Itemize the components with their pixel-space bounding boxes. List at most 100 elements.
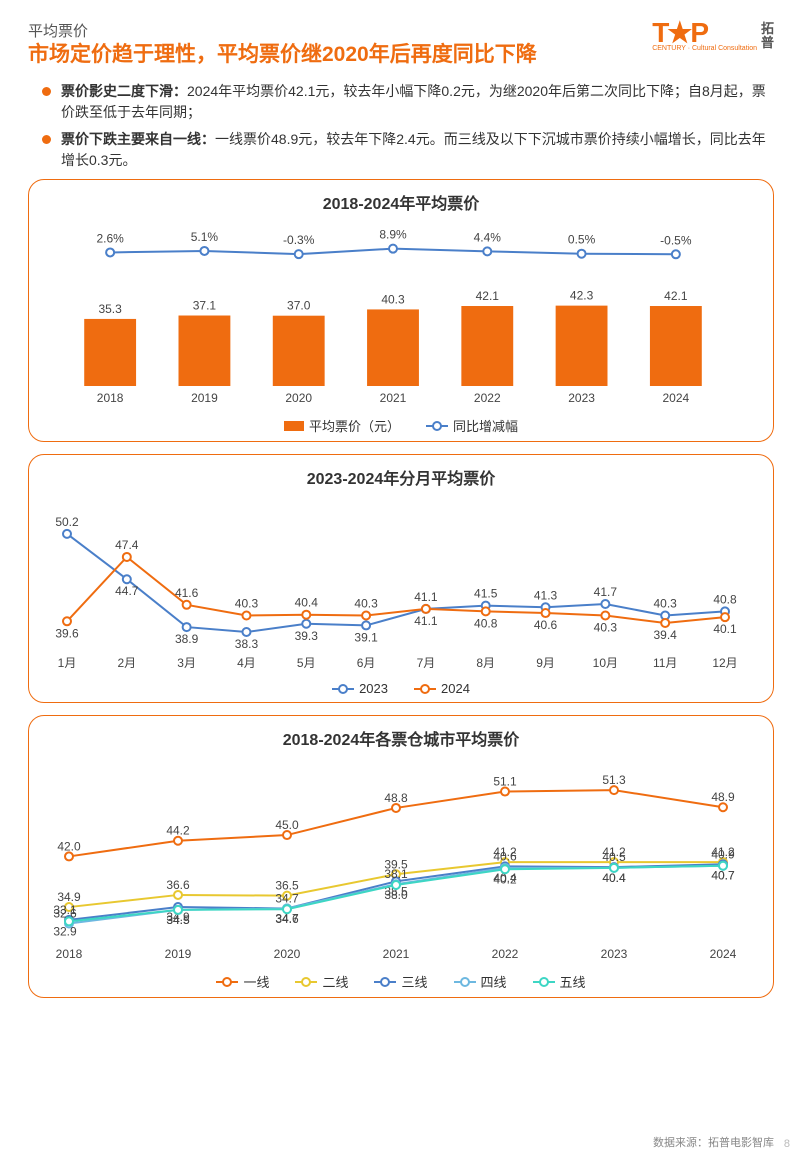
svg-text:47.4: 47.4 xyxy=(115,538,139,552)
chart3-title: 2018-2024年各票仓城市平均票价 xyxy=(43,726,759,750)
svg-text:44.2: 44.2 xyxy=(166,824,190,838)
svg-text:11月: 11月 xyxy=(653,656,677,670)
svg-text:2021: 2021 xyxy=(380,391,407,405)
legend-swatch-icon xyxy=(533,981,555,983)
legend-line: 同比增减幅 xyxy=(426,416,518,435)
svg-text:41.6: 41.6 xyxy=(175,586,199,600)
bullet-1: 票价影史二度下滑：2024年平均票价42.1元，较去年小幅下降0.2元，为继20… xyxy=(42,81,774,123)
svg-text:42.3: 42.3 xyxy=(570,289,594,303)
svg-text:38.9: 38.9 xyxy=(175,632,199,646)
legend-swatch-icon xyxy=(332,688,354,690)
svg-text:2020: 2020 xyxy=(285,391,312,405)
svg-text:12月: 12月 xyxy=(712,656,737,670)
svg-text:2018: 2018 xyxy=(97,391,124,405)
svg-text:40.8: 40.8 xyxy=(474,617,498,631)
legend-swatch-icon xyxy=(295,981,317,983)
svg-text:40.5: 40.5 xyxy=(602,850,626,864)
svg-text:39.4: 39.4 xyxy=(654,628,678,642)
svg-text:48.9: 48.9 xyxy=(711,791,735,805)
chart1-panel: 2018-2024年平均票价 35.3201837.1201937.020204… xyxy=(28,179,774,442)
svg-text:2018: 2018 xyxy=(56,947,83,961)
svg-text:-0.3%: -0.3% xyxy=(283,234,315,248)
svg-text:40.2: 40.2 xyxy=(493,873,517,887)
svg-text:2021: 2021 xyxy=(383,947,410,961)
svg-text:2.6%: 2.6% xyxy=(96,232,124,246)
legend-bar-swatch xyxy=(284,421,304,431)
svg-text:1月: 1月 xyxy=(58,656,77,670)
svg-text:7月: 7月 xyxy=(417,656,436,670)
svg-text:37.0: 37.0 xyxy=(287,299,311,313)
legend-item-三线: 三线 xyxy=(374,972,427,991)
footer-source: 数据来源：拓普电影智库 xyxy=(653,1134,774,1150)
svg-text:2024: 2024 xyxy=(663,391,690,405)
legend-item-二线: 二线 xyxy=(295,972,348,991)
svg-text:40.3: 40.3 xyxy=(381,293,405,307)
chart3-legend: 一线二线三线四线五线 xyxy=(43,972,759,991)
chart1-legend: 平均票价（元） 同比增减幅 xyxy=(43,416,759,435)
svg-text:2020: 2020 xyxy=(274,947,301,961)
svg-text:4月: 4月 xyxy=(237,656,256,670)
page-title: 市场定价趋于理性，平均票价继2020年后再度同比下降 xyxy=(28,41,588,69)
bullets: 票价影史二度下滑：2024年平均票价42.1元，较去年小幅下降0.2元，为继20… xyxy=(42,81,774,171)
legend-item-2023: 2023 xyxy=(332,681,388,696)
svg-text:40.4: 40.4 xyxy=(602,871,626,885)
chart3-panel: 2018-2024年各票仓城市平均票价 2018 2019 2020 2021 2022… xyxy=(28,715,774,998)
svg-text:0.5%: 0.5% xyxy=(568,233,596,247)
svg-text:8月: 8月 xyxy=(476,656,495,670)
svg-text:10月: 10月 xyxy=(593,656,618,670)
svg-text:41.5: 41.5 xyxy=(474,587,498,601)
svg-text:40.3: 40.3 xyxy=(354,597,378,611)
legend-item-五线: 五线 xyxy=(533,972,586,991)
chart2-legend: 2023 2024 xyxy=(43,681,759,696)
svg-text:2022: 2022 xyxy=(492,947,519,961)
legend-swatch-icon xyxy=(414,688,436,690)
svg-text:51.3: 51.3 xyxy=(602,773,626,787)
logo-icon: T★P CENTURY · Cultural Consultation xyxy=(652,20,757,52)
chart3: 201820192020202120222023202442.044.245.0… xyxy=(43,758,759,968)
legend-item-2024: 2024 xyxy=(414,681,470,696)
svg-text:40.3: 40.3 xyxy=(594,621,618,635)
legend-bar: 平均票价（元） xyxy=(284,416,400,435)
bullet-dot-icon xyxy=(42,87,51,96)
svg-text:35.3: 35.3 xyxy=(98,302,122,316)
svg-text:2019: 2019 xyxy=(165,947,192,961)
svg-text:40.6: 40.6 xyxy=(534,618,558,632)
svg-text:44.7: 44.7 xyxy=(115,585,139,599)
title-block: 平均票价 市场定价趋于理性，平均票价继2020年后再度同比下降 xyxy=(28,20,652,69)
svg-text:2023: 2023 xyxy=(601,947,628,961)
svg-text:41.3: 41.3 xyxy=(534,589,558,603)
svg-text:8.9%: 8.9% xyxy=(379,228,407,242)
legend-swatch-icon xyxy=(216,981,238,983)
legend-swatch-icon xyxy=(374,981,396,983)
svg-text:34.6: 34.6 xyxy=(275,913,299,927)
svg-text:48.8: 48.8 xyxy=(384,791,408,805)
logo-cn: 拓 普 xyxy=(761,22,774,51)
svg-text:39.3: 39.3 xyxy=(295,629,319,643)
svg-text:40.6: 40.6 xyxy=(493,850,517,864)
bullet-dot-icon xyxy=(42,135,51,144)
svg-text:6月: 6月 xyxy=(357,656,376,670)
svg-text:40.3: 40.3 xyxy=(235,597,259,611)
svg-text:50.2: 50.2 xyxy=(55,515,79,529)
chart2-panel: 2023-2024年分月平均票价 1月2月3月4月5月6月7月8月9月10月11… xyxy=(28,454,774,703)
chart2-title: 2023-2024年分月平均票价 xyxy=(43,465,759,489)
svg-text:2022: 2022 xyxy=(474,391,501,405)
svg-text:40.4: 40.4 xyxy=(295,596,319,610)
svg-text:40.7: 40.7 xyxy=(711,869,735,883)
svg-text:3月: 3月 xyxy=(177,656,196,670)
svg-text:42.1: 42.1 xyxy=(664,289,688,303)
legend-item-一线: 一线 xyxy=(216,972,269,991)
svg-text:40.1: 40.1 xyxy=(713,623,737,637)
chart1: 35.3201837.1201937.0202040.3202142.12022… xyxy=(43,222,759,412)
svg-text:2019: 2019 xyxy=(191,391,218,405)
legend-swatch-icon xyxy=(454,981,476,983)
svg-text:40.9: 40.9 xyxy=(711,848,735,862)
svg-text:5.1%: 5.1% xyxy=(191,230,219,244)
header: 平均票价 市场定价趋于理性，平均票价继2020年后再度同比下降 T★P CENT… xyxy=(28,20,774,69)
svg-text:38.1: 38.1 xyxy=(384,868,408,882)
bullet-2: 票价下跌主要来自一线：一线票价48.9元，较去年下降2.4元。而三线及以下下沉城… xyxy=(42,129,774,171)
svg-text:38.0: 38.0 xyxy=(384,888,408,902)
svg-text:39.6: 39.6 xyxy=(55,627,79,641)
logo: T★P CENTURY · Cultural Consultation 拓 普 xyxy=(652,20,774,52)
legend-line-swatch xyxy=(426,425,448,427)
